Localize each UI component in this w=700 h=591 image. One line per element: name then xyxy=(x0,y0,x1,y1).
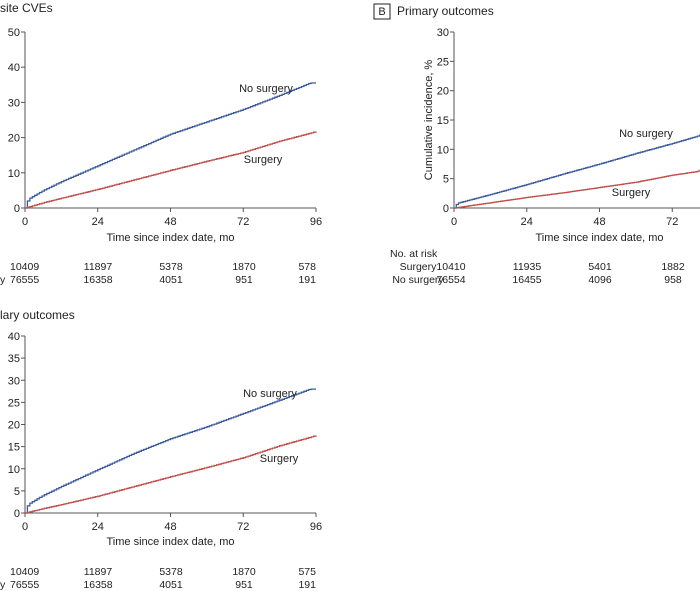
x-tick-label: 24 xyxy=(521,216,533,228)
risk-value: 11897 xyxy=(84,261,113,273)
x-tick-label: 48 xyxy=(593,216,605,228)
risk-value: 11897 xyxy=(84,566,113,578)
x-tick-label: 72 xyxy=(237,521,249,533)
risk-value: 16358 xyxy=(83,579,112,591)
x-tick-label: 24 xyxy=(92,521,104,533)
chart-panel-1 xyxy=(21,31,317,212)
x-tick-label: 96 xyxy=(310,216,322,228)
risk-value: 958 xyxy=(664,274,682,286)
risk-value: 76554 xyxy=(436,274,465,286)
series-line-surgery xyxy=(25,131,317,209)
risk-value: 191 xyxy=(298,579,316,591)
series-label: No surgery xyxy=(239,83,293,95)
chart-panel-2 xyxy=(373,3,700,212)
series-label: Surgery xyxy=(260,453,299,465)
series-label: No surgery xyxy=(619,128,673,140)
y-tick-label: 0 xyxy=(443,203,449,215)
x-axis-label: Time since index date, mo xyxy=(107,536,235,548)
panel-label: B xyxy=(378,6,385,18)
risk-value: 10409 xyxy=(10,566,39,578)
y-tick-label: 40 xyxy=(8,331,20,343)
risk-value: 10410 xyxy=(436,261,465,273)
y-tick-label: 15 xyxy=(437,115,449,127)
y-tick-label: 0 xyxy=(14,508,20,520)
risk-value: 951 xyxy=(235,579,253,591)
y-tick-label: 30 xyxy=(8,97,20,109)
series-label: Surgery xyxy=(244,154,283,166)
y-tick-label: 5 xyxy=(14,486,20,498)
chart-panel-3 xyxy=(21,335,317,517)
series-label: No surgery xyxy=(243,388,297,400)
x-tick-label: 72 xyxy=(666,216,678,228)
risk-value: 16358 xyxy=(83,274,112,286)
y-tick-label: 20 xyxy=(8,133,20,145)
y-tick-label: 0 xyxy=(14,203,20,215)
series-line-surgery xyxy=(25,435,317,514)
risk-value: 191 xyxy=(298,274,316,286)
risk-table-title: No. at risk xyxy=(390,248,438,260)
risk-value: 5401 xyxy=(588,261,612,273)
series-line-no-surgery xyxy=(454,134,700,209)
risk-value: 11935 xyxy=(513,261,542,273)
y-tick-label: 30 xyxy=(8,375,20,387)
y-tick-label: 10 xyxy=(8,168,20,180)
x-axis-label: Time since index date, mo xyxy=(107,232,235,244)
y-tick-label: 15 xyxy=(8,442,20,454)
risk-value: 10409 xyxy=(10,261,39,273)
risk-value: 76555 xyxy=(10,274,39,286)
y-tick-label: 50 xyxy=(8,27,20,39)
y-tick-label: 10 xyxy=(437,144,449,156)
series-line-surgery xyxy=(454,169,700,209)
chart-title: site CVEs xyxy=(0,1,53,15)
risk-value: 4096 xyxy=(588,274,612,286)
y-tick-label: 20 xyxy=(8,420,20,432)
risk-value: 76555 xyxy=(10,579,39,591)
risk-row-label: Surgery xyxy=(400,261,438,273)
risk-value: 578 xyxy=(298,261,316,273)
y-tick-label: 25 xyxy=(437,56,449,68)
risk-value: 951 xyxy=(235,274,253,286)
x-axis-label: Time since index date, mo xyxy=(536,232,664,244)
risk-value: 4051 xyxy=(159,274,183,286)
y-tick-label: 10 xyxy=(8,464,20,476)
x-tick-label: 0 xyxy=(22,216,28,228)
series-line-no-surgery xyxy=(25,388,316,514)
chart-title: Primary outcomes xyxy=(397,4,494,18)
y-tick-label: 5 xyxy=(443,174,449,186)
risk-row-label: No surgery xyxy=(392,274,444,286)
y-tick-label: 40 xyxy=(8,62,20,74)
y-axis-label: Cumulative incidence, % xyxy=(423,60,435,181)
series-line-no-surgery xyxy=(25,82,316,209)
risk-row-label: y xyxy=(0,579,6,591)
chart-title: lary outcomes xyxy=(0,308,75,322)
x-tick-label: 48 xyxy=(164,216,176,228)
series-label: Surgery xyxy=(612,187,651,199)
risk-value: 1870 xyxy=(232,261,256,273)
risk-value: 5378 xyxy=(159,566,183,578)
risk-value: 5378 xyxy=(159,261,183,273)
risk-value: 1870 xyxy=(232,566,256,578)
y-tick-label: 35 xyxy=(8,353,20,365)
risk-value: 16455 xyxy=(512,274,541,286)
y-tick-label: 25 xyxy=(8,397,20,409)
y-tick-label: 20 xyxy=(437,86,449,98)
risk-row-label: y xyxy=(0,274,6,286)
x-tick-label: 24 xyxy=(92,216,104,228)
x-tick-label: 96 xyxy=(310,521,322,533)
x-tick-label: 0 xyxy=(451,216,457,228)
risk-value: 4051 xyxy=(159,579,183,591)
y-tick-label: 30 xyxy=(437,27,449,39)
x-tick-label: 72 xyxy=(237,216,249,228)
risk-value: 575 xyxy=(298,566,316,578)
x-tick-label: 0 xyxy=(22,521,28,533)
panel-label-box xyxy=(373,3,391,20)
risk-value: 1882 xyxy=(661,261,685,273)
x-tick-label: 48 xyxy=(164,521,176,533)
